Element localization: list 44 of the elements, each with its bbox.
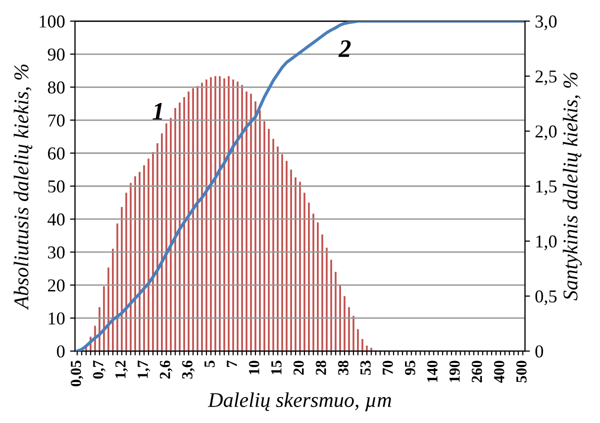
x-tick-label: 10 (248, 360, 260, 374)
y-tick-label: 40 (48, 213, 65, 226)
y2-tick-label: 0 (535, 345, 544, 358)
y-tick-label: 0 (56, 345, 65, 358)
y-tick-label: 50 (48, 180, 65, 193)
y-tick-label: 60 (48, 147, 65, 160)
x-tick-label: 1,2 (115, 360, 128, 378)
y2-tick-label: 3,0 (536, 15, 557, 30)
y-tick-label: 10 (48, 312, 65, 325)
y2-tick-label: 2,0 (536, 125, 557, 140)
x-tick-label: 2,6 (160, 360, 172, 379)
x-tick-label: 140 (427, 360, 438, 382)
y2-tick-label: 1,0 (536, 235, 557, 250)
x-tick-label: 0,05 (70, 360, 84, 386)
x-tick-label: 400 (494, 360, 504, 383)
x-axis-title: Dalelių skersmuo, µm (208, 392, 392, 412)
y2-tick-label: 2,5 (536, 70, 557, 86)
x-tick-label: 95 (404, 360, 416, 375)
x-tick-label: 28 (316, 360, 326, 375)
y2-tick-label: 1,5 (536, 180, 557, 196)
x-tick-label: 5 (204, 360, 215, 368)
annotation: 2 (338, 40, 351, 57)
y-tick-label: 30 (48, 246, 65, 259)
y-tick-label: 100 (40, 15, 65, 28)
x-tick-label: 0,7 (93, 360, 106, 379)
x-tick-label: 53 (360, 360, 371, 375)
y-tick-label: 20 (48, 279, 65, 292)
x-tick-label: 1,7 (138, 360, 150, 378)
y2-axis-title: Santykinis dalelių kiekis, % (562, 72, 582, 300)
x-tick-label: 3,6 (182, 360, 195, 379)
y-axis-title: Absoliutusis dalelių kiekis, % (14, 64, 32, 310)
x-tick-label: 70 (382, 360, 393, 375)
x-tick-label: 7 (226, 360, 237, 367)
x-tick-label: 38 (338, 360, 348, 375)
annotation: 1 (152, 103, 162, 120)
x-tick-label: 190 (449, 360, 460, 382)
x-tick-label: 20 (294, 360, 304, 375)
x-tick-label: 500 (516, 360, 527, 382)
y-tick-label: 80 (48, 81, 65, 94)
y2-tick-label: 0,5 (535, 290, 557, 306)
y-tick-label: 70 (48, 114, 65, 127)
x-tick-label: 15 (271, 360, 282, 374)
x-tick-label: 260 (472, 360, 482, 382)
y-tick-label: 90 (48, 48, 65, 61)
